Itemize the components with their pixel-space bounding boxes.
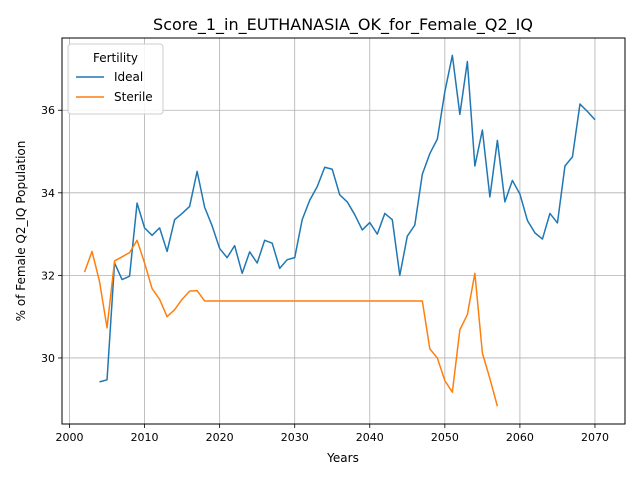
x-tick-label: 2020 — [206, 431, 234, 444]
plot-area-frame — [61, 37, 626, 425]
legend: Fertility Ideal Sterile — [67, 43, 164, 115]
series-line-ideal — [99, 54, 596, 383]
legend-label-sterile: Sterile — [114, 90, 153, 104]
y-tick-label: 32 — [41, 269, 55, 282]
x-tick-label: 2050 — [431, 431, 459, 444]
legend-label-ideal: Ideal — [114, 70, 143, 84]
y-axis-label: % of Female Q2_IQ Population — [14, 141, 28, 322]
x-axis-label: Years — [326, 451, 359, 465]
x-axis-ticks: 2000 2010 2020 2030 2040 2050 2060 2070 — [56, 424, 609, 444]
series-line-sterile — [83, 239, 499, 407]
y-axis-ticks: 30 32 34 36 — [41, 104, 62, 365]
x-tick-label: 2060 — [506, 431, 534, 444]
y-tick-label: 30 — [41, 352, 55, 365]
x-tick-label: 2010 — [131, 431, 159, 444]
x-tick-label: 2040 — [356, 431, 384, 444]
grid-lines — [62, 38, 625, 424]
x-tick-label: 2070 — [581, 431, 609, 444]
y-tick-label: 34 — [41, 187, 55, 200]
x-tick-label: 2030 — [281, 431, 309, 444]
x-tick-label: 2000 — [56, 431, 84, 444]
y-tick-label: 36 — [41, 104, 55, 117]
series-lines — [83, 54, 596, 407]
chart-title: Score_1_in_EUTHANASIA_OK_for_Female_Q2_I… — [153, 15, 533, 35]
legend-title: Fertility — [93, 51, 138, 65]
